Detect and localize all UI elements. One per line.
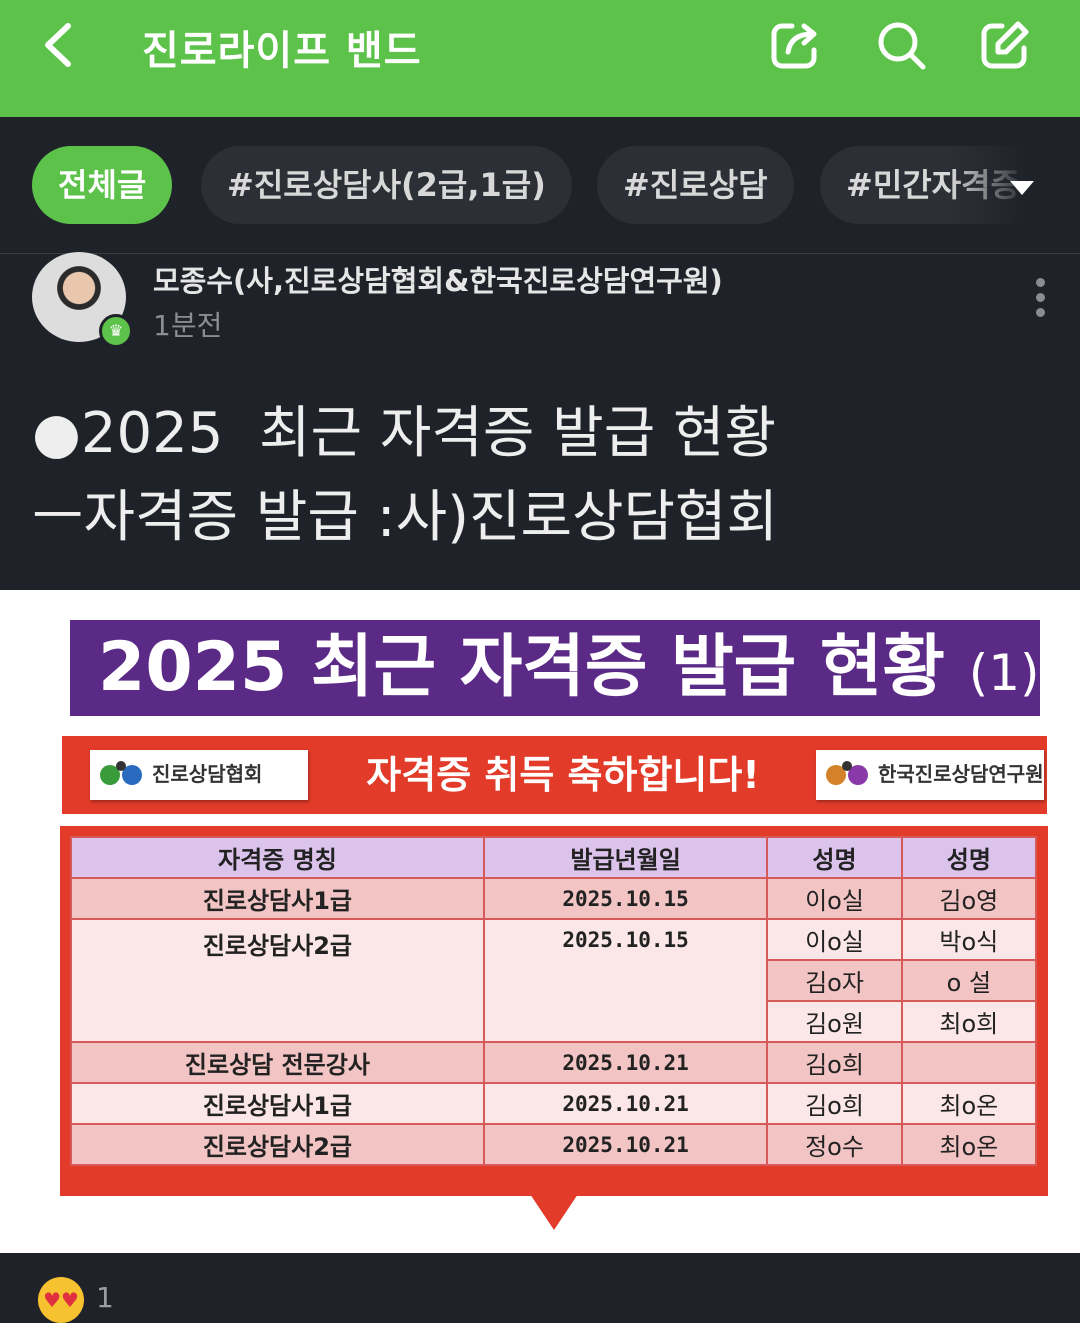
table-row: 진로상담사2급 2025.10.15 이o실 박o식 xyxy=(70,918,1038,1043)
reaction-bar: ♥♥ 1 xyxy=(0,1253,1080,1323)
post-title-line: ●2025 최근 자격증 발급 현황 xyxy=(32,401,777,466)
header-name: 성명 xyxy=(766,836,903,879)
chevron-left-icon[interactable] xyxy=(38,20,78,70)
top-bar: 진로라이프 밴드 xyxy=(0,0,1080,117)
issue-date: 2025.10.15 xyxy=(482,877,769,920)
post-title-line: ㅡ자격증 발급 :사)진로상담협회 xyxy=(32,485,779,550)
cert-name: 진로상담 전문강사 xyxy=(70,1041,485,1084)
person-name: 정o수 xyxy=(766,1123,903,1166)
post-image[interactable]: 2025 최근 자격증 발급 현황 (1) 진로상담협회 자격증 취득 축하합니… xyxy=(0,590,1080,1253)
issue-date: 2025.10.21 xyxy=(482,1082,769,1125)
person-name xyxy=(900,1041,1038,1084)
logo-left-text: 진로상담협회 xyxy=(152,762,263,786)
cert-name: 진로상담사2급 xyxy=(70,1123,485,1166)
post-time: 1분전 xyxy=(153,309,223,342)
chip-counselor-cert[interactable]: #진로상담사(2급,1급) xyxy=(201,146,572,224)
issue-date: 2025.10.21 xyxy=(482,1123,769,1166)
edit-icon[interactable] xyxy=(978,18,1032,72)
issue-date: 2025.10.15 xyxy=(482,918,769,1043)
banner-suffix: (1) xyxy=(968,644,1040,702)
post-title: ●2025 최근 자격증 발급 현황 ㅡ자격증 발급 :사)진로상담협회 xyxy=(32,392,778,560)
person-name: 김o원 xyxy=(766,1000,903,1043)
image-banner: 2025 최근 자격증 발급 현황 (1) xyxy=(70,620,1040,716)
heart-eyes-emoji-icon[interactable]: ♥♥ xyxy=(38,1277,84,1323)
share-icon[interactable] xyxy=(768,18,822,72)
chip-all-posts[interactable]: 전체글 xyxy=(32,146,173,224)
person-name: 김o자 xyxy=(766,959,903,1002)
table-row: 진로상담사1급 2025.10.15 이o실 김o영 xyxy=(70,877,1038,920)
person-name: 김o희 xyxy=(766,1041,903,1084)
person-name: 최o온 xyxy=(900,1082,1038,1125)
certificate-table: 자격증 명칭 발급년월일 성명 성명 진로상담사1급 2025.10.15 이o… xyxy=(70,836,1038,1166)
person-name: o 설 xyxy=(900,959,1038,1002)
table-row: 김o자 o 설 xyxy=(71,959,1038,1002)
hashtag-filter-bar: 전체글 #진로상담사(2급,1급) #진로상담 #민간자격증 xyxy=(0,117,1080,254)
header-cert-name: 자격증 명칭 xyxy=(70,836,485,879)
congrats-strip: 진로상담협회 자격증 취득 축하합니다! 한국진로상담연구원 xyxy=(62,736,1047,814)
table-row: 진로상담 전문강사 2025.10.21 김o희 xyxy=(70,1041,1038,1084)
cert-name: 진로상담사1급 xyxy=(70,877,485,920)
reaction-count[interactable]: 1 xyxy=(96,1281,114,1314)
table-row: 진로상담사2급 2025.10.21 정o수 최o온 xyxy=(70,1123,1038,1166)
issue-date: 2025.10.21 xyxy=(482,1041,769,1084)
cert-name: 진로상담사2급 xyxy=(70,918,485,1043)
more-options-icon[interactable] xyxy=(1036,278,1050,323)
table-header-row: 자격증 명칭 발급년월일 성명 성명 xyxy=(70,836,1038,879)
congrats-text: 자격증 취득 축하합니다! xyxy=(366,753,760,797)
cert-name: 진로상담사1급 xyxy=(70,1082,485,1125)
person-name: 박o식 xyxy=(900,918,1038,961)
person-name: 김o희 xyxy=(766,1082,903,1125)
crown-icon: ♛ xyxy=(99,314,133,348)
person-name: 최o온 xyxy=(900,1123,1038,1166)
certificate-table-box: 자격증 명칭 발급년월일 성명 성명 진로상담사1급 2025.10.15 이o… xyxy=(60,826,1048,1196)
header-issue-date: 발급년월일 xyxy=(482,836,769,879)
band-title: 진로라이프 밴드 xyxy=(142,28,422,74)
table-row: 진로상담사1급 2025.10.21 김o희 최o온 xyxy=(70,1082,1038,1125)
banner-title: 2025 최근 자격증 발급 현황 xyxy=(98,628,945,707)
expand-chips-icon[interactable] xyxy=(1010,181,1034,195)
association-logo: 진로상담협회 xyxy=(90,750,308,800)
person-name: 김o영 xyxy=(900,877,1038,920)
person-name: 이o실 xyxy=(766,877,903,920)
pointer-triangle xyxy=(530,1194,578,1230)
person-name: 최o희 xyxy=(900,1000,1038,1043)
person-name: 이o실 xyxy=(766,918,903,961)
logo-right-text: 한국진로상담연구원 xyxy=(878,762,1044,786)
institute-logo: 한국진로상담연구원 xyxy=(816,750,1044,800)
search-icon[interactable] xyxy=(874,18,928,72)
author-name[interactable]: 모종수(사,진로상담협회&한국진로상담연구원) xyxy=(153,264,723,298)
header-name: 성명 xyxy=(900,836,1038,879)
chip-counseling[interactable]: #진로상담 xyxy=(597,146,794,224)
